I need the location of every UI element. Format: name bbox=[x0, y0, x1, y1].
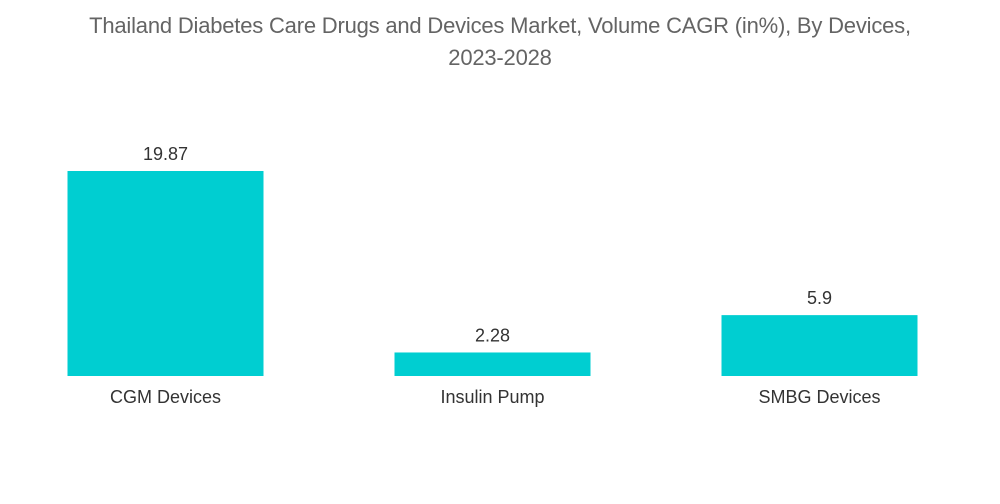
bar-smbg-devices bbox=[721, 315, 918, 376]
x-tick-label-smbg-devices: SMBG Devices bbox=[758, 387, 880, 407]
data-label-insulin-pump: 2.28 bbox=[475, 325, 510, 345]
data-label-cgm-devices: 19.87 bbox=[143, 144, 188, 164]
data-label-smbg-devices: 5.9 bbox=[807, 288, 832, 308]
bar-insulin-pump bbox=[394, 352, 591, 376]
x-tick-label-insulin-pump: Insulin Pump bbox=[440, 387, 544, 407]
bar-cgm-devices bbox=[67, 171, 264, 376]
x-tick-label-cgm-devices: CGM Devices bbox=[110, 387, 221, 407]
chart-title-line-2: 2023-2028 bbox=[448, 45, 552, 70]
chart-title: Thailand Diabetes Care Drugs and Devices… bbox=[20, 10, 980, 74]
chart-title-line-1: Thailand Diabetes Care Drugs and Devices… bbox=[89, 13, 911, 38]
